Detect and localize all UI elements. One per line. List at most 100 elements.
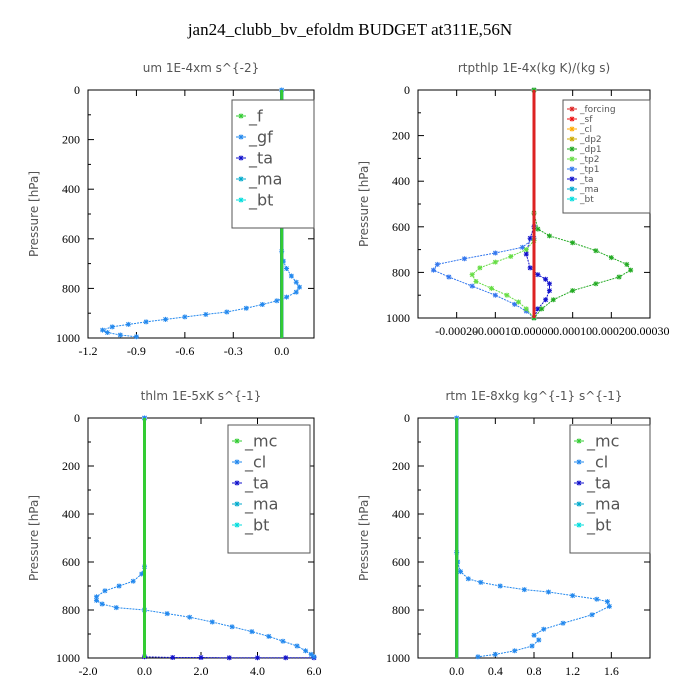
panel-0-legend-label: _bt bbox=[248, 191, 273, 211]
panel-0-series-gf-point bbox=[296, 284, 302, 290]
panel-3-series-cl-point bbox=[541, 626, 547, 632]
panel-3-ytick-label: 600 bbox=[392, 555, 410, 569]
panel-0-ytick-label: 400 bbox=[62, 182, 80, 196]
panel-0-legend bbox=[231, 99, 315, 229]
panel-3-legend-marker bbox=[576, 438, 582, 444]
panel-0-ylabel: Pressure [hPa] bbox=[27, 171, 41, 257]
panel-2-series-cl-point bbox=[130, 578, 136, 584]
panel-3-xtick-label: 0.8 bbox=[527, 664, 542, 678]
panel-1-series-ta-point bbox=[543, 276, 549, 282]
panel-1-series-tp2-point bbox=[504, 292, 510, 298]
panel-3-series-cl-point bbox=[560, 620, 566, 626]
panel-1-legend-marker bbox=[569, 166, 575, 172]
panel-3-legend-label: _bt bbox=[586, 516, 611, 536]
panel-2-series-ta-point bbox=[170, 655, 176, 661]
panel-2-series-cl-point bbox=[266, 633, 272, 639]
panel-2-series-ta-point bbox=[226, 655, 232, 661]
panel-1-xtick-label: 0.00030 bbox=[631, 324, 670, 338]
panel-0-xtick-label: -1.2 bbox=[79, 344, 98, 358]
panel-2-ytick-label: 200 bbox=[62, 459, 80, 473]
panel-2-series-ta-point bbox=[255, 655, 260, 661]
panel-1-series-tp2-line bbox=[471, 90, 535, 319]
panel-2-series-cl-line bbox=[96, 418, 315, 658]
panel-0-series-gf-point bbox=[293, 279, 299, 285]
panel-1-series-tp2-point bbox=[516, 299, 522, 305]
panel-3-series-cl-line bbox=[456, 418, 611, 658]
panel-3-legend-label: _mc bbox=[586, 432, 619, 452]
panel-2-legend-marker bbox=[234, 480, 240, 486]
panel-1-series-ta-point bbox=[527, 235, 533, 241]
panel-3-series-cl-point bbox=[512, 648, 518, 654]
panel-0-series-gf-point bbox=[162, 316, 168, 322]
panel-0-series-gf-point bbox=[125, 321, 131, 327]
panel-0-series-gf-point bbox=[203, 311, 209, 317]
panel-3-legend-label: _ta bbox=[586, 474, 611, 494]
panel-1-series-ta-point bbox=[546, 281, 552, 287]
panel-1-ytick-label: 400 bbox=[392, 174, 410, 188]
panel-0-series-gf-point bbox=[117, 332, 123, 338]
panel-3-xtick-label: 0.4 bbox=[488, 664, 503, 678]
panel-0-legend-label: _ta bbox=[248, 149, 273, 169]
panel-1-series-ta-point bbox=[535, 272, 541, 278]
panel-1-xtick-label: -0.00020 bbox=[435, 324, 478, 338]
panel-3-series-cl-point bbox=[465, 576, 471, 582]
panel-2-xtick-label: 0.0 bbox=[137, 664, 152, 678]
panel-0-legend-marker bbox=[238, 155, 244, 161]
panel-2-series-cl-point bbox=[229, 624, 235, 630]
panel-3-series-cl-point bbox=[546, 589, 551, 595]
panel-2-series-cl-point bbox=[209, 619, 215, 625]
panel-2-ytick-label: 1000 bbox=[56, 651, 80, 665]
panel-2-title: thlm 1E-5xK s^{-1} bbox=[141, 389, 262, 403]
panel-1-legend-marker bbox=[569, 106, 575, 112]
panel-1-series-dp1-point bbox=[550, 297, 556, 303]
panel-1-series-tp1-point bbox=[446, 274, 452, 280]
panel-1-series-ta-point bbox=[535, 306, 541, 312]
panel-2-legend-label: _bt bbox=[244, 516, 269, 536]
panel-0-series-gf-point bbox=[293, 289, 299, 295]
panel-3-ytick-label: 800 bbox=[392, 603, 410, 617]
panel-0-series-gf-point bbox=[100, 327, 106, 333]
panel-2-xtick-label: 2.0 bbox=[194, 664, 209, 678]
panel-1-ytick-label: 800 bbox=[392, 265, 410, 279]
panel-0-xtick-label: -0.6 bbox=[175, 344, 194, 358]
panel-2-xtick-label: -2.0 bbox=[79, 664, 98, 678]
panel-1-series-ta-point bbox=[527, 265, 533, 271]
panel-0-series-gf-point bbox=[288, 273, 294, 279]
panel-2-series-ta-point bbox=[198, 655, 204, 661]
panel-2-series-cl-point bbox=[99, 601, 105, 607]
panel-0-legend-marker bbox=[238, 134, 244, 140]
panel-0-ytick-label: 800 bbox=[62, 281, 80, 295]
panel-1-xtick-label: 0.00010 bbox=[553, 324, 592, 338]
panel-1-legend-marker bbox=[569, 196, 575, 202]
panel-1-series-tp1-point bbox=[492, 292, 498, 298]
panel-0-series-gf-point bbox=[284, 266, 290, 272]
panel-2-legend-label: _ma bbox=[244, 495, 278, 515]
panel-2-ytick-label: 600 bbox=[62, 555, 80, 569]
panel-2-legend-marker bbox=[234, 501, 240, 507]
panel-0-legend-marker bbox=[238, 113, 244, 119]
panel-1-series-tp2-point bbox=[492, 259, 498, 265]
panel-0-ytick-label: 600 bbox=[62, 232, 80, 246]
panel-1-legend-label: _ta bbox=[579, 175, 594, 185]
panel-1-series-dp1-point bbox=[570, 240, 576, 246]
panel-3-xtick-label: 0.0 bbox=[449, 664, 464, 678]
panel-2-xtick-label: 6.0 bbox=[307, 664, 322, 678]
panel-1-title: rtpthlp 1E-4x(kg K)/(kg s) bbox=[458, 61, 610, 75]
panel-0-ytick-label: 1000 bbox=[56, 331, 80, 345]
panel-0-xtick-label: -0.9 bbox=[127, 344, 146, 358]
panel-2-series-cl-point bbox=[187, 614, 193, 620]
panel-3-legend bbox=[569, 424, 651, 554]
panel-2-series-cl-point bbox=[139, 571, 145, 577]
panel-1-ytick-label: 200 bbox=[392, 129, 410, 143]
panel-1-series-tp1-point bbox=[430, 267, 436, 273]
panel-3-series-cl-point bbox=[589, 612, 595, 618]
panel-1-series-tp1-point bbox=[434, 261, 440, 267]
panel-1-legend-marker bbox=[569, 126, 575, 132]
panel-2-legend-label: _cl bbox=[244, 453, 266, 473]
panel-1-legend-marker bbox=[569, 156, 575, 162]
panel-2-series-cl-point bbox=[308, 651, 314, 657]
panel-1-series-tp1-line bbox=[432, 90, 535, 319]
panel-1-xtick-label: -0.00010 bbox=[474, 324, 517, 338]
panel-0-legend-label: _gf bbox=[248, 128, 273, 148]
panel-1-legend bbox=[562, 99, 651, 214]
